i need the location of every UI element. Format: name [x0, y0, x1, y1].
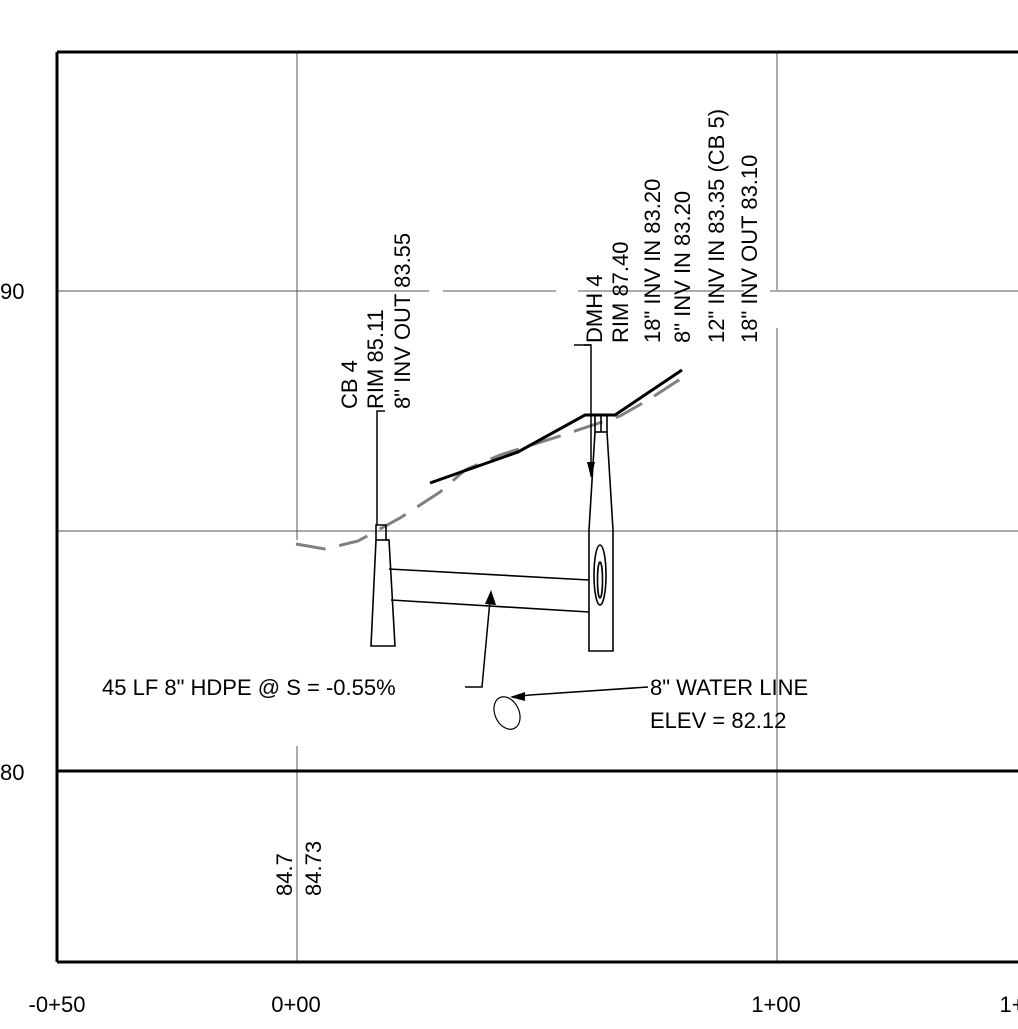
existing-elevation: 84.7: [272, 853, 297, 896]
dmh4-inv-in-2: 8" INV IN 83.20: [670, 191, 695, 343]
y-label-80: 80: [0, 760, 24, 785]
grid: [58, 52, 1018, 962]
dmh4-name: DMH 4: [582, 275, 607, 343]
cb4-name: CB 4: [337, 360, 362, 409]
frame: [55, 50, 1018, 964]
x-label-0: 0+00: [271, 992, 321, 1017]
water-line-leader: [511, 686, 649, 698]
pipe-label: 45 LF 8" HDPE @ S = -0.55%: [102, 675, 396, 700]
dmh4-inv-in-3: 12" INV IN 83.35 (CB 5): [704, 109, 729, 343]
cb4-inv-out: 8" INV OUT 83.55: [390, 233, 415, 409]
dmh4-inv-in-1: 18" INV IN 83.20: [640, 179, 665, 343]
dmh4-rim: RIM 87.40: [608, 242, 633, 344]
water-line-label: 8" WATER LINE: [650, 675, 808, 700]
cb4-leader: [376, 410, 385, 525]
dmh4-arrowhead: [587, 462, 595, 478]
cb4-structure: [370, 524, 396, 647]
x-label-neg50: -0+50: [29, 992, 86, 1017]
arrowheads: [485, 462, 595, 701]
proposed-elevation: 84.73: [301, 841, 326, 896]
water-line-elev: ELEV = 82.12: [650, 708, 786, 733]
leaders: [376, 344, 649, 698]
dmh4-structure: [588, 414, 614, 652]
x-label-100: 1+00: [751, 992, 801, 1017]
cb4-rim: RIM 85.11: [363, 309, 388, 409]
water-arrowhead: [510, 692, 525, 701]
dmh4-inv-out: 18" INV OUT 83.10: [737, 155, 762, 343]
dmh4-leader-drop: [574, 344, 592, 476]
pipe-label-leader: [465, 599, 491, 688]
pipe-arrowhead: [485, 590, 496, 605]
proposed-grade-line: [429, 368, 683, 485]
x-label-150: 1+: [999, 992, 1018, 1017]
y-label-90: 90: [0, 279, 24, 304]
water-line-symbol: [493, 696, 521, 730]
